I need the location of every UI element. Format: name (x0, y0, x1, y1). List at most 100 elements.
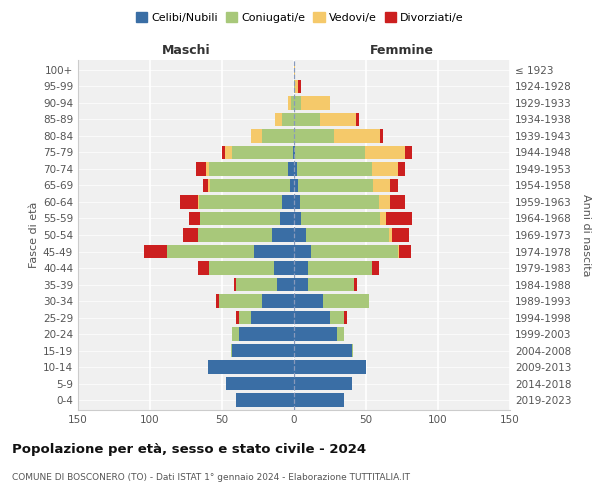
Bar (167, 244, 254, 258)
Bar (294, 63, 295, 76)
Bar (294, 228, 305, 242)
Bar (294, 80, 295, 93)
Bar (236, 394, 294, 407)
Bar (294, 311, 330, 324)
Bar (288, 96, 291, 110)
Bar (233, 278, 236, 291)
Bar (399, 244, 410, 258)
Bar (386, 212, 412, 226)
Bar (209, 162, 288, 175)
Bar (294, 377, 352, 390)
Bar (251, 311, 294, 324)
Bar (288, 162, 294, 175)
Bar (294, 178, 298, 192)
Bar (294, 195, 300, 209)
Bar (372, 162, 398, 175)
Bar (311, 244, 398, 258)
Bar (290, 178, 294, 192)
Bar (236, 278, 277, 291)
Bar (398, 162, 405, 175)
Bar (294, 212, 301, 226)
Text: COMUNE DI BOSCONERO (TO) - Dati ISTAT 1° gennaio 2024 - Elaborazione TUTTITALIA.: COMUNE DI BOSCONERO (TO) - Dati ISTAT 1°… (12, 472, 410, 482)
Bar (294, 129, 334, 142)
Bar (391, 195, 405, 209)
Bar (308, 261, 372, 275)
Bar (230, 344, 232, 358)
Bar (280, 212, 294, 226)
Bar (197, 195, 199, 209)
Bar (293, 146, 294, 159)
Bar (232, 146, 293, 159)
Bar (274, 261, 294, 275)
Bar (232, 328, 239, 341)
Bar (379, 195, 391, 209)
Bar (226, 377, 294, 390)
Bar (275, 112, 283, 126)
Bar (365, 146, 405, 159)
Bar (380, 212, 386, 226)
Text: Popolazione per età, sesso e stato civile - 2024: Popolazione per età, sesso e stato civil… (12, 442, 366, 456)
Bar (344, 311, 347, 324)
Bar (189, 212, 200, 226)
Bar (208, 360, 294, 374)
Bar (297, 162, 372, 175)
Bar (398, 244, 399, 258)
Bar (405, 146, 412, 159)
Bar (232, 344, 294, 358)
Bar (283, 112, 294, 126)
Bar (301, 212, 380, 226)
Bar (294, 394, 344, 407)
Bar (294, 96, 301, 110)
Bar (380, 129, 383, 142)
Bar (298, 80, 301, 93)
Bar (298, 178, 373, 192)
Bar (236, 311, 239, 324)
Bar (294, 278, 308, 291)
Bar (372, 261, 379, 275)
Bar (301, 96, 330, 110)
Y-axis label: Anni di nascita: Anni di nascita (581, 194, 591, 276)
Bar (308, 278, 355, 291)
Bar (320, 112, 356, 126)
Bar (251, 129, 262, 142)
Bar (330, 311, 344, 324)
Bar (337, 328, 344, 341)
Bar (305, 228, 389, 242)
Bar (208, 178, 211, 192)
Bar (180, 195, 197, 209)
Bar (352, 344, 353, 358)
Bar (262, 294, 294, 308)
Bar (294, 146, 295, 159)
Bar (294, 328, 337, 341)
Legend: Celibi/Nubili, Coniugati/e, Vedovi/e, Divorziati/e: Celibi/Nubili, Coniugati/e, Vedovi/e, Di… (132, 8, 468, 28)
Bar (254, 244, 294, 258)
Bar (294, 360, 366, 374)
Bar (291, 96, 294, 110)
Bar (295, 80, 298, 93)
Bar (239, 311, 251, 324)
Bar (277, 278, 294, 291)
Bar (392, 228, 409, 242)
Bar (197, 261, 209, 275)
Bar (272, 228, 294, 242)
Bar (183, 228, 197, 242)
Y-axis label: Fasce di età: Fasce di età (29, 202, 39, 268)
Bar (389, 228, 392, 242)
Bar (294, 112, 320, 126)
Bar (197, 228, 272, 242)
Bar (239, 328, 294, 341)
Bar (300, 195, 379, 209)
Bar (216, 294, 219, 308)
Bar (373, 178, 391, 192)
Bar (211, 178, 290, 192)
Bar (219, 294, 262, 308)
Bar (222, 146, 225, 159)
Bar (225, 146, 232, 159)
Bar (334, 129, 380, 142)
Bar (196, 162, 206, 175)
Bar (355, 278, 358, 291)
Bar (294, 244, 311, 258)
Bar (283, 195, 294, 209)
Bar (206, 162, 209, 175)
Bar (356, 112, 359, 126)
